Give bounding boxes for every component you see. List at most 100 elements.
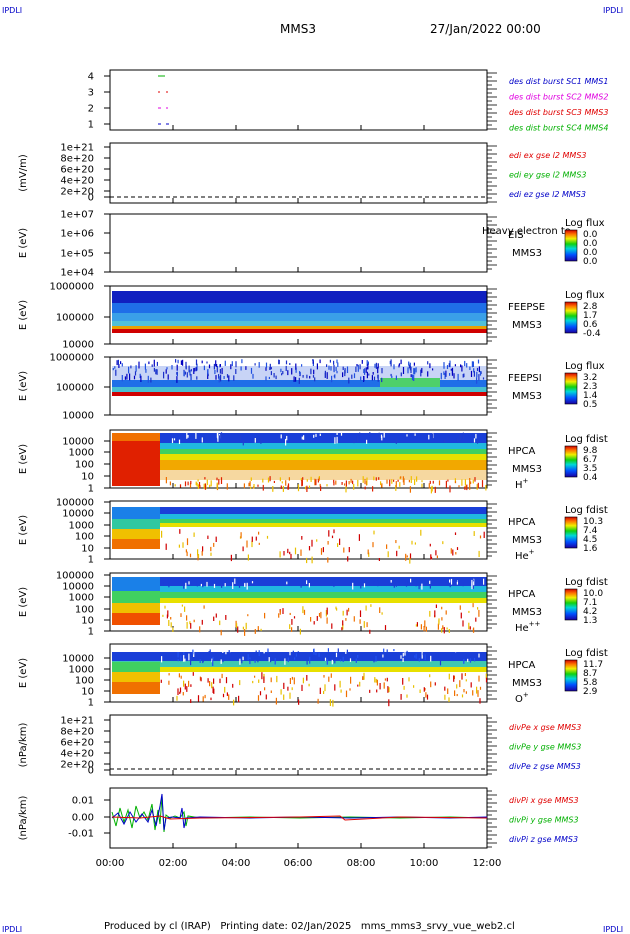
spectrogram-speckle (348, 607, 350, 612)
spectrogram-speckle (352, 480, 354, 485)
corner-tag-top-right: IPDLI (603, 6, 623, 15)
spectrogram-speckle (457, 373, 459, 381)
spectrogram-speckle (267, 648, 269, 653)
spectrogram-speckle (183, 370, 185, 377)
spectrogram-speckle (275, 697, 277, 705)
colorbar-tick-label: -0.4 (583, 329, 601, 339)
spectrogram-speckle (359, 619, 361, 624)
footer-text: Produced by cl (IRAP) Printing date: 02/… (104, 921, 515, 932)
colorbar-tick-label: 3.5 (583, 464, 597, 474)
spectrogram-speckle (247, 654, 249, 661)
spectrogram-speckle (366, 360, 368, 366)
spectrogram-speckle (190, 659, 192, 666)
spectrogram-speckle (332, 581, 334, 586)
spectrogram-speckle (219, 678, 221, 684)
axes-annotations: 4 3 2 1 des dist burst SC1 MMS1 des dist burs… (18, 72, 608, 848)
spectrogram-speckle (445, 370, 447, 377)
spectrogram-speckle (478, 550, 480, 557)
spectrogram-speckle (456, 684, 458, 689)
spectrogram-speckle (415, 579, 417, 587)
spectrogram-speckle (193, 532, 195, 537)
spectrogram-speckle (328, 433, 330, 436)
spectrogram-speckle (328, 365, 330, 370)
spectrogram-speckle (449, 485, 451, 493)
colorbar-tick-label: 0.0 (583, 239, 598, 249)
legend-entry: divPe x gse MMS3 (509, 723, 581, 732)
spectrogram-speckle (383, 648, 385, 652)
spectrogram-speckle (240, 580, 242, 583)
spectrogram-band (112, 667, 487, 672)
spectrogram-block (112, 591, 160, 603)
spectrogram-speckle (444, 373, 446, 379)
species-label: O+ (515, 691, 529, 705)
spectrogram-speckle (373, 659, 375, 663)
spectrogram-speckle (309, 656, 311, 664)
spectrogram-band (112, 519, 487, 523)
spectrogram-speckle (129, 373, 131, 381)
spectrogram-speckle (196, 482, 198, 487)
spectrogram-speckle (355, 366, 357, 372)
spectrogram-speckle (420, 624, 422, 630)
spectrogram-speckle (373, 581, 375, 585)
spectrogram-speckle (210, 546, 212, 552)
spectrogram-speckle (335, 606, 337, 610)
spectrogram-speckle (377, 363, 379, 369)
spectrogram-speckle (309, 375, 311, 379)
spectrogram-speckle (373, 530, 375, 535)
spectrogram-speckle (216, 477, 218, 481)
spectrogram-speckle (472, 603, 474, 608)
spectrogram-speckle (445, 610, 447, 615)
spectrogram-speckle (454, 481, 457, 484)
panel-hpca-he2-spectrogram (109, 572, 488, 632)
spectrogram-speckle (161, 530, 163, 538)
spectrogram-speckle (476, 580, 478, 584)
mission-label: MMS3 (512, 248, 542, 259)
y-tick-label: 100000 (56, 498, 94, 509)
spectrogram-speckle (284, 658, 286, 665)
spectrogram-speckle (186, 551, 188, 557)
spectrogram-speckle (375, 655, 377, 662)
spectrogram-speckle (188, 365, 190, 373)
spectrogram-speckle (370, 604, 372, 607)
spectrogram-speckle (168, 680, 170, 685)
spectrogram-speckle (117, 359, 119, 366)
spectrogram-speckle (285, 480, 287, 486)
spectrogram-speckle (239, 658, 241, 665)
spectrogram-speckle (348, 547, 350, 553)
spectrogram-speckle (395, 582, 397, 587)
spectrogram-speckle (329, 359, 331, 363)
spectrogram-speckle (426, 694, 429, 700)
y-tick-label: 8e+20 (60, 727, 94, 738)
spectrogram-speckle (182, 692, 184, 696)
spectrogram-speckle (454, 532, 457, 535)
legend-entry: divPi z gse MMS3 (509, 835, 578, 844)
header-mission: MMS3 (280, 22, 316, 36)
spectrogram-band (112, 577, 487, 586)
spectrogram-speckle (470, 370, 473, 377)
legend-entry: divPi x gse MMS3 (509, 796, 579, 805)
spectrogram-speckle (443, 439, 445, 443)
spectrogram-band (112, 598, 487, 603)
spectrogram-speckle (395, 437, 397, 444)
spectrogram-speckle (474, 477, 476, 482)
colorbar (564, 516, 578, 549)
spectrogram-speckle (408, 361, 410, 366)
spectrogram-speckle (281, 481, 283, 484)
spectrogram-speckle (351, 374, 353, 379)
spectrogram-speckle (408, 364, 410, 369)
spectrogram-speckle (471, 361, 473, 368)
spectrogram-speckle (344, 483, 346, 486)
spectrogram-speckle (305, 437, 307, 443)
spectrogram-speckle (188, 653, 190, 661)
spectrogram-speckle (416, 622, 418, 627)
spectrogram-speckle (475, 617, 477, 622)
spectrogram-speckle (147, 375, 149, 383)
spectrogram-speckle (366, 439, 368, 444)
spectrogram-speckle (251, 581, 254, 584)
spectrogram-speckle (224, 686, 226, 693)
y-tick-label: 10000 (62, 340, 94, 351)
y-tick-label: 1000 (69, 448, 94, 459)
spectrogram-speckle (413, 368, 415, 375)
spectrogram-band (112, 592, 487, 598)
spectrogram-speckle (179, 691, 181, 694)
